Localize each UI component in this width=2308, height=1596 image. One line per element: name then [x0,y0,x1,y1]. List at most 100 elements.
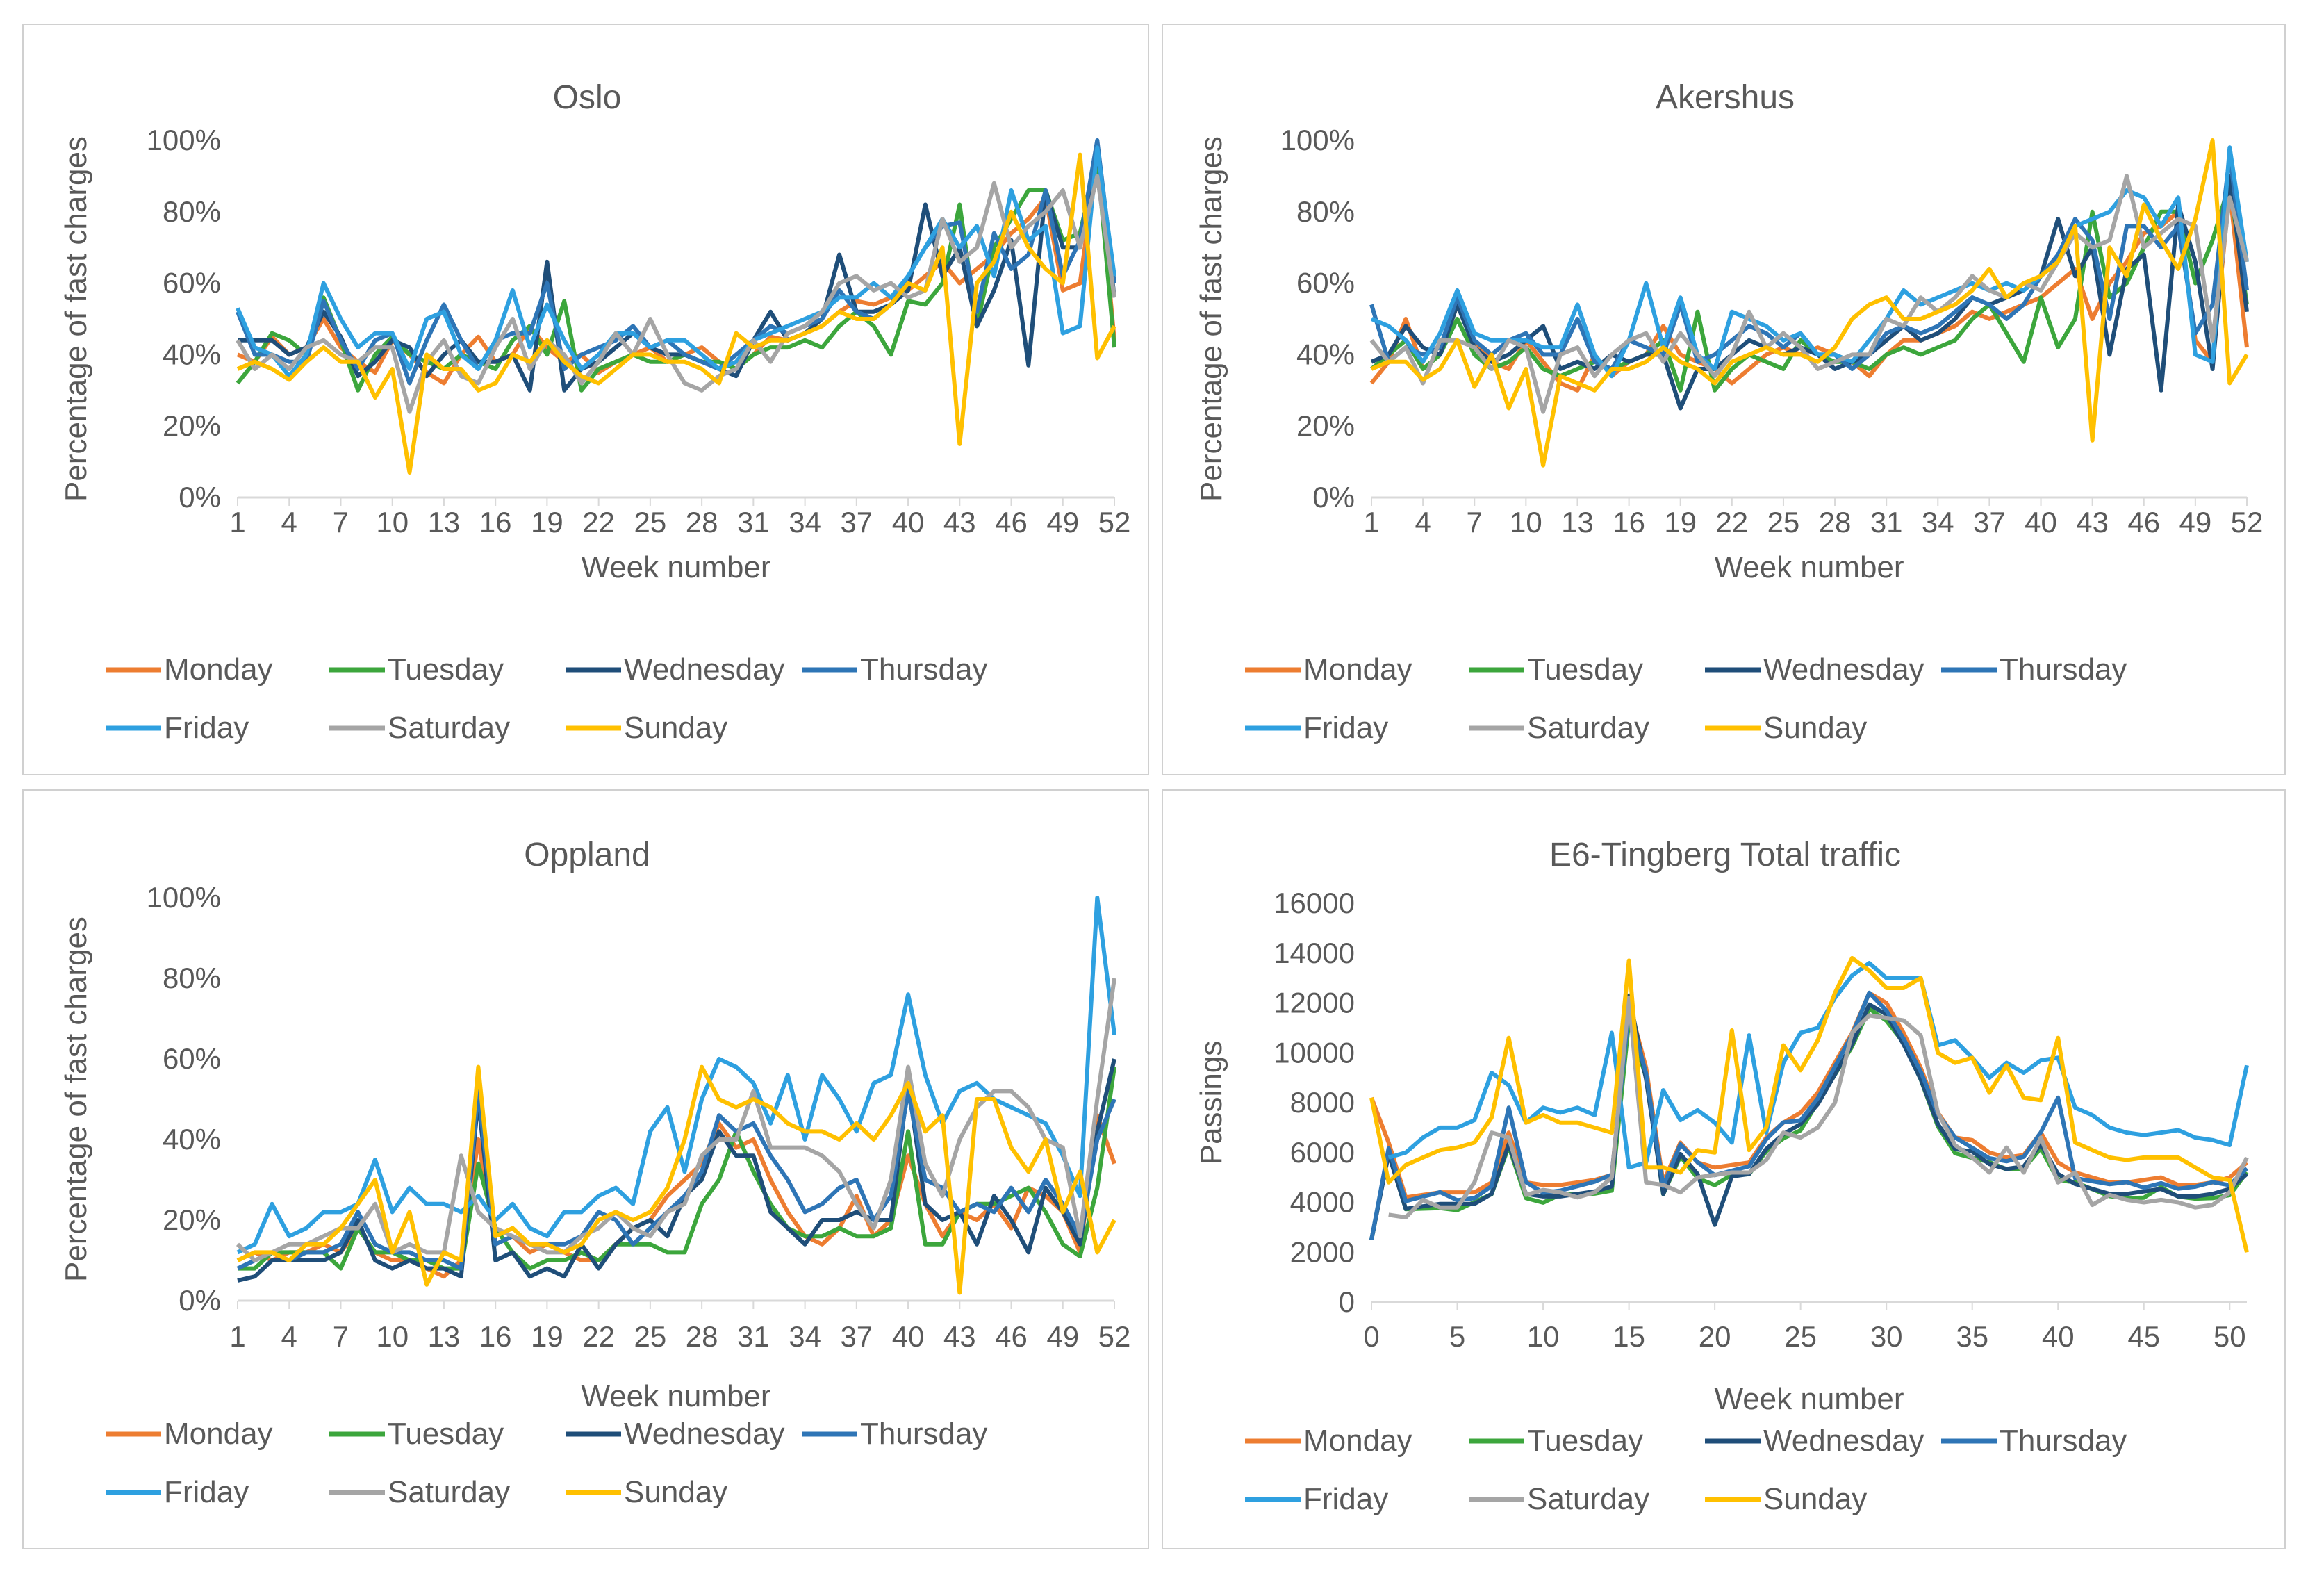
series-line-saturday [236,174,1116,414]
x-tick-label: 49 [2179,506,2212,538]
chart-svg: E6-Tingberg Total traffic 0 2000 4000 6000 80… [1194,837,2249,1516]
y-tick-label: 0% [179,481,221,513]
y-tick-label: 40% [163,1123,221,1155]
legend-label-sunday: Sunday [1763,711,1867,745]
y-tick-label: 40% [163,338,221,370]
series-line-wednesday [1370,174,2249,411]
x-tick-label: 34 [1922,506,1954,538]
x-tick-label: 40 [892,506,925,538]
series-line-saturday [236,978,1116,1262]
y-tick-label: 14000 [1273,937,1355,969]
legend-label-tuesday: Tuesday [1527,652,1643,686]
chart-svg: Oppland 0% 20% 40% 60% 80% 100% 1 4 7 10 13 16 19 22 25… [59,837,1130,1509]
legend-label-saturday: Saturday [388,1475,510,1509]
y-tick-label: 60% [1296,267,1355,299]
series-line-thursday [236,138,1116,386]
chart-svg: Oslo 0% 20% 40% 60% 80% 100% 1 4 7 10 13 16 19 22 25 28 3… [59,79,1130,745]
legend-label-tuesday: Tuesday [1527,1424,1643,1458]
y-tick-label: 6000 [1290,1136,1355,1169]
x-tick-label: 13 [428,506,461,538]
x-tick-label: 50 [2214,1320,2246,1353]
x-tick-label: 4 [281,1320,297,1353]
series-line-friday [1370,145,2249,379]
x-tick-label: 25 [634,506,667,538]
x-tick-label: 40 [2042,1320,2075,1353]
series-line-wednesday [238,145,1116,393]
legend-label-tuesday: Tuesday [388,652,504,686]
series-line-friday [236,896,1116,1255]
x-tick-label: 7 [333,506,349,538]
x-tick-label: 31 [737,1320,770,1353]
x-tick-label: 19 [1664,506,1697,538]
series-line-friday [1387,961,2249,1170]
x-tick-label: 10 [1527,1320,1560,1353]
legend-label-monday: Monday [164,1417,273,1451]
x-tick-label: 31 [1870,506,1903,538]
legend-label-wednesday: Wednesday [1763,1424,1924,1458]
series-line-thursday [1369,152,2249,371]
x-tick-label: 15 [1613,1320,1645,1353]
series-line-thursday [1369,990,2249,1240]
x-tick-label: 25 [1767,506,1800,538]
legend-label-monday: Monday [1303,1424,1412,1458]
y-tick-label: 80% [1296,195,1355,228]
legend-label-friday: Friday [164,1475,249,1509]
y-axis-label: Percentage of fast charges [59,916,93,1282]
y-tick-label: 0 [1339,1285,1355,1318]
x-tick-label: 13 [1561,506,1594,538]
x-tick-label: 46 [995,506,1028,538]
legend-label-thursday: Thursday [860,652,987,686]
y-tick-label: 100% [1280,124,1355,156]
x-tick-label: 10 [376,1320,409,1353]
x-tick-label: 5 [1449,1320,1465,1353]
legend-label-saturday: Saturday [1527,1482,1649,1516]
x-tick-label: 37 [840,1320,873,1353]
legend-label-sunday: Sunday [624,711,727,745]
x-tick-label: 10 [1510,506,1542,538]
x-tick-label: 7 [1467,506,1483,538]
y-tick-label: 12000 [1273,987,1355,1019]
x-tick-label: 52 [2231,506,2264,538]
x-tick-label: 49 [1046,1320,1079,1353]
x-axis-label: Week number [581,1379,770,1413]
x-tick-label: 34 [789,1320,821,1353]
chart-oppland: Oppland 0% 20% 40% 60% 80% 100% 1 4 7 10 13 16 19 22 25… [22,789,1149,1549]
y-tick-label: 100% [147,124,221,156]
x-tick-label: 19 [531,1320,563,1353]
chart-e6-tingberg-total-traffic: E6-Tingberg Total traffic 0 2000 4000 6000 80… [1162,789,2286,1549]
legend-label-monday: Monday [1303,652,1412,686]
x-tick-label: 10 [376,506,409,538]
y-axis-label: Percentage of fast charges [59,136,93,502]
x-tick-label: 43 [2076,506,2109,538]
series-line-friday [236,145,1116,379]
x-tick-label: 13 [428,1320,461,1353]
series-line-sunday [236,1064,1116,1295]
legend-label-saturday: Saturday [1527,711,1649,745]
y-tick-label: 0% [1312,481,1355,513]
chart-title: Oslo [553,79,622,116]
x-tick-label: 40 [892,1320,925,1353]
y-tick-label: 60% [163,1042,221,1075]
y-axis-label: Percentage of fast charges [1194,136,1228,502]
series-line-sunday [236,152,1116,475]
x-tick-label: 25 [634,1320,667,1353]
x-tick-label: 0 [1363,1320,1379,1353]
y-tick-label: 80% [163,962,221,994]
x-tick-label: 16 [479,506,512,538]
chart-title: Akershus [1656,79,1795,116]
x-tick-label: 49 [1046,506,1079,538]
y-tick-label: 20% [163,409,221,442]
x-tick-label: 1 [1363,506,1379,538]
x-tick-label: 7 [333,1320,349,1353]
y-tick-label: 60% [163,267,221,299]
x-tick-label: 1 [229,1320,245,1353]
x-tick-label: 4 [281,506,297,538]
x-tick-label: 19 [531,506,563,538]
chart-oslo: Oslo 0% 20% 40% 60% 80% 100% 1 4 7 10 13 16 19 22 25 28 3… [22,24,1149,775]
series-line-monday [1369,991,2248,1200]
x-tick-label: 1 [229,506,245,538]
x-tick-label: 34 [789,506,821,538]
x-tick-label: 28 [686,1320,718,1353]
y-tick-label: 100% [147,881,221,914]
y-tick-label: 16000 [1273,887,1355,919]
